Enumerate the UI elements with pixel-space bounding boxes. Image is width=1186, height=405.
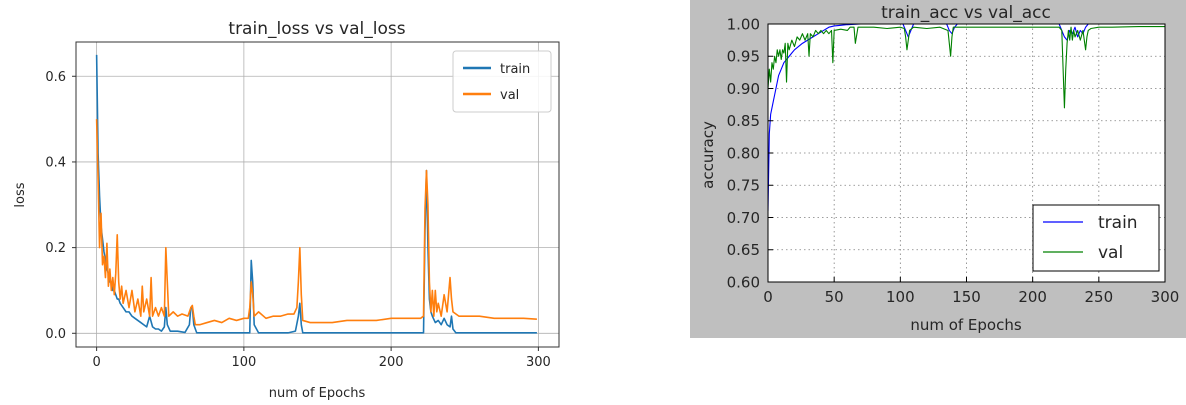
loss-x-tick-label: 0 [92,355,100,370]
loss-x-axis-label: num of Epochs [269,386,366,401]
loss-legend-train-label: train [500,62,530,77]
loss-legend: train val [452,50,552,113]
loss-x-tick-label: 100 [231,355,256,370]
loss-y-ticks: 0.0 0.2 0.4 0.6 [45,70,76,342]
loss-legend-box [452,50,552,113]
accuracy-x-ticks: 0 50 100 150 200 250 300 [763,277,1179,306]
accuracy-legend-val-label: val [1098,243,1123,263]
accuracy-y-tick-label: 0.70 [727,209,760,227]
accuracy-y-tick-label: 0.65 [727,241,760,259]
accuracy-chart-title: train_acc vs val_acc [881,3,1051,23]
accuracy-x-tick-label: 250 [1085,288,1114,306]
accuracy-x-tick-label: 300 [1151,288,1180,306]
loss-y-tick-label: 0.0 [45,327,66,342]
accuracy-y-tick-label: 0.80 [727,144,760,162]
accuracy-x-tick-label: 100 [886,288,915,306]
loss-legend-val-label: val [500,88,519,103]
accuracy-y-axis-label: accuracy [699,121,717,189]
loss-y-tick-label: 0.4 [45,155,66,170]
loss-chart: 0 100 200 300 0.0 0.2 0.4 0.6 train_loss vs va… [13,19,560,401]
loss-chart-title: train_loss vs val_loss [228,19,405,39]
accuracy-y-tick-label: 0.60 [727,273,760,291]
loss-x-ticks: 0 100 200 300 [92,347,551,370]
loss-y-tick-label: 0.6 [45,70,66,85]
accuracy-x-tick-label: 200 [1018,288,1047,306]
loss-y-axis-label: loss [13,182,28,207]
accuracy-legend-train-label: train [1098,213,1138,233]
accuracy-x-tick-label: 50 [825,288,844,306]
accuracy-y-tick-label: 0.95 [727,48,760,66]
accuracy-legend: train val [1032,204,1160,272]
loss-series-val-line [95,119,537,326]
loss-x-tick-label: 300 [526,355,551,370]
accuracy-y-tick-label: 0.85 [727,112,760,130]
loss-plot-frame [75,41,560,348]
accuracy-x-tick-label: 0 [763,288,773,306]
accuracy-y-ticks: 0.60 0.65 0.70 0.75 0.80 0.85 0.90 0.95 1.00 [727,15,773,291]
accuracy-y-tick-label: 0.75 [727,177,760,195]
loss-x-tick-label: 200 [379,355,404,370]
accuracy-x-tick-label: 150 [952,288,981,306]
accuracy-y-tick-label: 0.90 [727,80,760,98]
accuracy-x-axis-label: num of Epochs [910,316,1022,334]
accuracy-legend-box [1032,204,1160,272]
loss-y-tick-label: 0.2 [45,241,66,256]
loss-series-lines [95,54,537,334]
accuracy-chart: 0 50 100 150 200 250 300 0.600.650.700.750.800… [690,0,1186,338]
accuracy-series-val-line [768,26,1165,109]
accuracy-y-tick-label: 1.00 [727,15,760,33]
